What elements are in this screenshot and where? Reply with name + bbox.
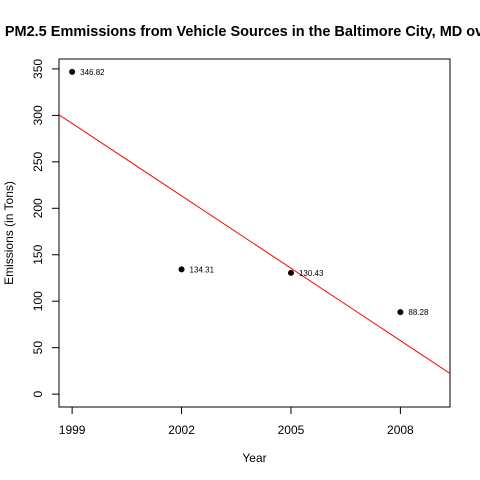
data-point bbox=[178, 266, 185, 273]
data-points: 346.82 134.31 130.43 88.28 bbox=[69, 68, 429, 317]
y-tick-label: 0 bbox=[31, 390, 45, 397]
data-point bbox=[287, 269, 294, 276]
y-axis: 0 50 100 150 200 250 300 350 bbox=[31, 59, 60, 397]
data-point-label: 134.31 bbox=[190, 265, 215, 274]
data-point-label: 346.82 bbox=[80, 68, 105, 77]
data-point-label: 130.43 bbox=[299, 269, 324, 278]
y-tick-label: 250 bbox=[31, 152, 45, 172]
y-axis-label: Emissions (in Tons) bbox=[2, 181, 16, 285]
data-point bbox=[69, 68, 76, 75]
y-tick-label: 200 bbox=[31, 198, 45, 218]
x-tick-label: 2005 bbox=[278, 423, 305, 437]
x-tick-label: 1999 bbox=[59, 423, 86, 437]
x-axis: 1999 2002 2005 2008 bbox=[59, 406, 414, 437]
y-tick-label: 150 bbox=[31, 244, 45, 264]
data-point-label: 88.28 bbox=[408, 308, 429, 317]
y-tick-label: 50 bbox=[31, 341, 45, 355]
x-axis-label: Year bbox=[242, 451, 266, 465]
trend-line-layer bbox=[59, 114, 450, 374]
y-tick-label: 350 bbox=[31, 59, 45, 79]
data-point bbox=[397, 309, 404, 316]
y-tick-label: 100 bbox=[31, 291, 45, 311]
x-tick-label: 2008 bbox=[387, 423, 414, 437]
chart-title: l PM2.5 Emmissions from Vehicle Sources … bbox=[0, 24, 480, 40]
x-tick-label: 2002 bbox=[168, 423, 195, 437]
y-tick-label: 300 bbox=[31, 105, 45, 125]
trend-line bbox=[59, 114, 450, 374]
